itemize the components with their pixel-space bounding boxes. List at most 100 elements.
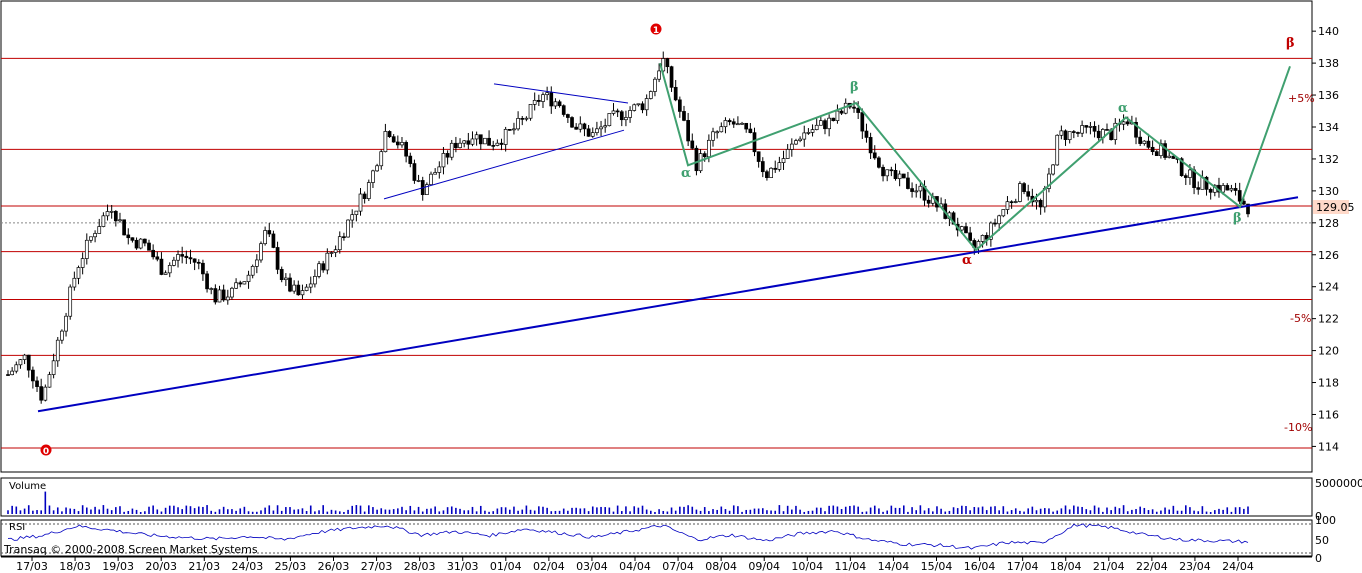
price-tick-label: 116 (1318, 408, 1339, 421)
candle-body (731, 121, 736, 125)
candle-body (574, 126, 579, 130)
candle-body (698, 153, 703, 172)
candle-body (404, 142, 408, 157)
candle-body (466, 140, 471, 145)
candle-body (122, 219, 126, 236)
candle-body (964, 226, 968, 234)
candle-body (827, 117, 831, 130)
candle-body (26, 354, 31, 371)
candle-body (441, 153, 446, 168)
date-tick-label: 14/04 (878, 560, 910, 573)
candle-body (557, 101, 562, 107)
date-tick-label: 31/03 (447, 560, 479, 573)
candle-body (980, 235, 985, 242)
date-tick-label: 17/04 (1007, 560, 1039, 573)
candle-body (118, 219, 122, 222)
candle-body (553, 101, 558, 107)
wave-0-label: 0 (43, 447, 49, 457)
candle-body (113, 210, 118, 222)
candle-body (686, 120, 690, 142)
rsi-tick-0: 0 (1315, 552, 1322, 565)
candle-body (785, 149, 790, 159)
candle-body (648, 91, 653, 99)
candle-body (690, 140, 695, 149)
price-tick-label: 140 (1318, 25, 1339, 38)
date-tick-label: 04/04 (619, 560, 651, 573)
volume-panel-frame (0, 477, 1313, 517)
candle-body (130, 237, 135, 241)
candle-body (55, 339, 60, 362)
date-tick-label: 01/04 (490, 560, 522, 573)
candle-body (1196, 187, 1201, 190)
candle-body (1013, 201, 1018, 203)
rsi-tick-100: 100 (1315, 514, 1336, 527)
candle-body (209, 288, 214, 290)
candle-body (35, 380, 39, 387)
candle-body (167, 265, 172, 274)
candle-body (350, 214, 355, 221)
price-panel-frame (0, 0, 1313, 473)
candle-body (445, 153, 450, 158)
candle-body (429, 173, 433, 186)
candle-body (1246, 203, 1250, 215)
candle-body (76, 267, 81, 279)
candle-body (271, 233, 276, 248)
date-tick-label: 15/04 (921, 560, 953, 573)
price-tick-label: 122 (1318, 313, 1339, 326)
date-tick-label: 02/04 (533, 560, 565, 573)
candle-body (619, 111, 624, 121)
candle-body (607, 113, 612, 127)
price-tick-label: 132 (1318, 153, 1339, 166)
candle-body (566, 114, 570, 118)
date-tick-label: 03/04 (576, 560, 608, 573)
candle-body (1183, 175, 1188, 178)
candle-body (89, 236, 93, 241)
candle-body (653, 78, 657, 92)
candle-body (321, 263, 326, 271)
candle-body (1121, 121, 1126, 125)
price-tick-label: 126 (1318, 249, 1339, 262)
candle-body (570, 117, 574, 128)
candle-body (408, 155, 413, 164)
main-trend-line (37, 196, 1299, 413)
candle-body (512, 128, 516, 131)
candle-body (495, 142, 500, 146)
date-tick-label: 21/03 (188, 560, 220, 573)
candle-body (379, 151, 384, 167)
candle-body (885, 169, 890, 177)
candle-body (1092, 126, 1097, 132)
candle-body (636, 103, 641, 106)
candle-body (371, 170, 375, 183)
candle-body (1001, 209, 1006, 217)
candle-body (43, 386, 48, 401)
candle-body (234, 282, 238, 289)
beta-label-3: β (1286, 36, 1295, 51)
candle-body (246, 274, 251, 282)
candle-body (176, 254, 180, 261)
candle-body (143, 238, 147, 244)
candle-body (748, 128, 753, 133)
wave-1-marker (650, 23, 662, 35)
candle-body (781, 158, 786, 163)
candle-body (184, 255, 189, 258)
candle-body (1076, 132, 1080, 134)
candle-body (599, 126, 603, 130)
candle-body (201, 262, 205, 275)
wave-0-marker (40, 444, 52, 456)
candle-body (1088, 126, 1093, 128)
candle-body (516, 118, 520, 130)
candle-body (802, 132, 807, 140)
candle-body (213, 288, 218, 303)
candle-body (308, 283, 313, 288)
candle-body (470, 138, 475, 145)
date-tick-label: 19/03 (102, 560, 134, 573)
trend-lines (37, 83, 1299, 413)
candle-body (507, 128, 512, 131)
candle-body (1009, 201, 1014, 204)
candle-body (134, 239, 139, 249)
date-tick-label: 27/03 (361, 560, 393, 573)
candle-body (1134, 121, 1138, 138)
candle-body (528, 104, 533, 119)
date-tick-label: 10/04 (791, 560, 823, 573)
